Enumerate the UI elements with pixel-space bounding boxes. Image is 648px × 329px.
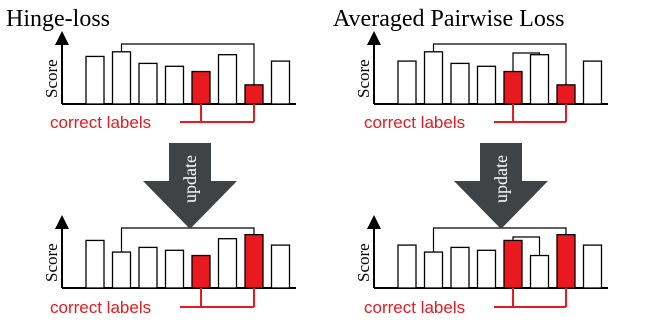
- score-bar: [270, 60, 291, 105]
- comparison-bracket: [120, 43, 255, 85]
- comparison-bracket: [512, 52, 541, 72]
- correct-labels-text: correct labels: [50, 298, 151, 317]
- score-bar: [423, 51, 444, 105]
- comparison-bracket: [432, 43, 567, 85]
- score-bar: [476, 65, 497, 105]
- update-arrow-right: update: [454, 143, 548, 229]
- comparison-bracket: [512, 236, 541, 256]
- score-bar: [85, 55, 105, 105]
- correct-labels-connector: [180, 288, 255, 308]
- comparison-bracket: [120, 227, 255, 253]
- panel-title-hinge-loss: Hinge-loss: [6, 6, 110, 32]
- correct-label-bar: [191, 254, 211, 289]
- score-axis-label: Score: [42, 59, 61, 98]
- correct-label-bar: [191, 70, 211, 105]
- score-bar: [164, 249, 185, 289]
- score-bar: [450, 246, 470, 289]
- update-arrow-left-shape: [143, 143, 237, 229]
- comparison-bracket: [432, 227, 567, 253]
- correct-labels-connector: [494, 288, 567, 308]
- update-arrow-right-label: update: [491, 155, 511, 203]
- correct-labels-text: correct labels: [364, 113, 465, 132]
- update-arrow-left: update: [143, 143, 237, 229]
- score-bar: [111, 251, 132, 289]
- score-bar: [397, 244, 417, 289]
- score-bar: [138, 246, 158, 289]
- panel-pairwise-before: Score correct labels: [354, 31, 608, 132]
- score-bar: [217, 238, 238, 289]
- panel-hinge-after: Score correct labels: [42, 215, 296, 317]
- correct-label-bar: [244, 233, 264, 289]
- score-bar: [529, 254, 550, 289]
- correct-labels-text: correct labels: [50, 113, 151, 132]
- panel-title-averaged-pairwise-loss: Averaged Pairwise Loss: [333, 6, 565, 32]
- score-bar: [582, 244, 603, 289]
- score-bar: [111, 51, 132, 105]
- correct-labels-text: correct labels: [364, 298, 465, 317]
- correct-label-bar: [556, 84, 576, 105]
- correct-labels-connector: [494, 104, 567, 123]
- panel-hinge-before: Score correct labels: [42, 31, 296, 132]
- score-bar: [85, 239, 105, 289]
- score-bar: [423, 251, 444, 289]
- correct-labels-connector: [180, 104, 255, 123]
- score-bar: [270, 244, 291, 289]
- correct-label-bar: [503, 70, 523, 105]
- score-axis-label: Score: [42, 243, 61, 282]
- score-axis-label: Score: [354, 59, 373, 98]
- score-bar: [138, 62, 158, 105]
- correct-label-bar: [503, 239, 523, 289]
- panel-pairwise-after: Score correct labels: [354, 215, 608, 317]
- score-bar: [476, 249, 497, 289]
- score-bar: [397, 60, 417, 105]
- correct-label-bar: [556, 233, 576, 289]
- correct-label-bar: [244, 84, 264, 105]
- update-arrow-right-shape: [454, 143, 548, 229]
- score-bar: [217, 54, 238, 105]
- score-axis-label: Score: [354, 243, 373, 282]
- score-bar: [450, 62, 470, 105]
- score-bar: [582, 60, 603, 105]
- update-arrow-left-label: update: [180, 155, 200, 203]
- score-bar: [529, 54, 550, 105]
- score-bar: [164, 65, 185, 105]
